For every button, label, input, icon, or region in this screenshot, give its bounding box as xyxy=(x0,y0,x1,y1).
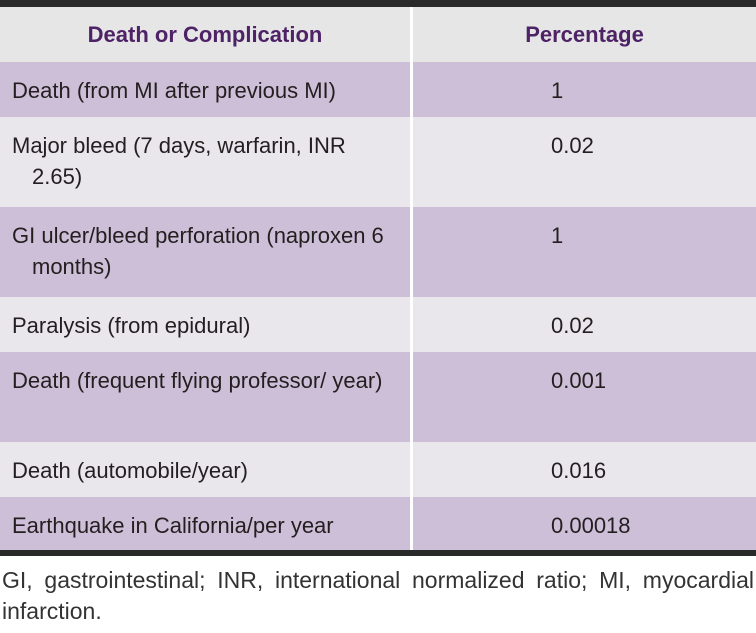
table-row: Earthquake in California/per year 0.00018 xyxy=(0,497,756,550)
table-cell: Death (automobile/year) xyxy=(0,442,413,497)
table-cell: 1 xyxy=(551,223,564,248)
table-cell: 0.02 xyxy=(551,313,594,338)
table-row: Death (automobile/year) 0.016 xyxy=(0,442,756,497)
table-cell: 0.016 xyxy=(551,458,607,483)
table-cell: 0.001 xyxy=(551,368,607,393)
table-row: Death (frequent flying professor/ year) 0… xyxy=(0,352,756,442)
table-cell: 0.00018 xyxy=(551,513,631,538)
table-cell: Paralysis (from epidural) xyxy=(0,297,413,352)
footnote: GI, gastrointestinal; INR, international… xyxy=(2,567,754,624)
header-cell: Death or Complication xyxy=(0,7,413,62)
header-row: Death or Complication Percentage xyxy=(0,7,756,62)
table-cell: Death (frequent flying professor/ year) xyxy=(0,352,413,442)
table-cell: 0.02 xyxy=(551,133,594,158)
table-row: Paralysis (from epidural) 0.02 xyxy=(0,297,756,352)
header-cell: Percentage xyxy=(525,22,644,47)
table-cell: Major bleed (7 days, warfarin, INR 2.65) xyxy=(0,117,413,207)
table-cell: 1 xyxy=(551,78,564,103)
table: Death or Complication Percentage Death (… xyxy=(0,0,756,556)
table-cell: GI ulcer/bleed perforation (naproxen 6 m… xyxy=(0,207,413,297)
table-cell: Death (from MI after previous MI) xyxy=(0,62,413,117)
table-row: Major bleed (7 days, warfarin, INR 2.65)… xyxy=(0,117,756,207)
table-row: Death (from MI after previous MI) 1 xyxy=(0,62,756,117)
table-cell: Earthquake in California/per year xyxy=(0,497,413,550)
table-row: GI ulcer/bleed perforation (naproxen 6 m… xyxy=(0,207,756,297)
